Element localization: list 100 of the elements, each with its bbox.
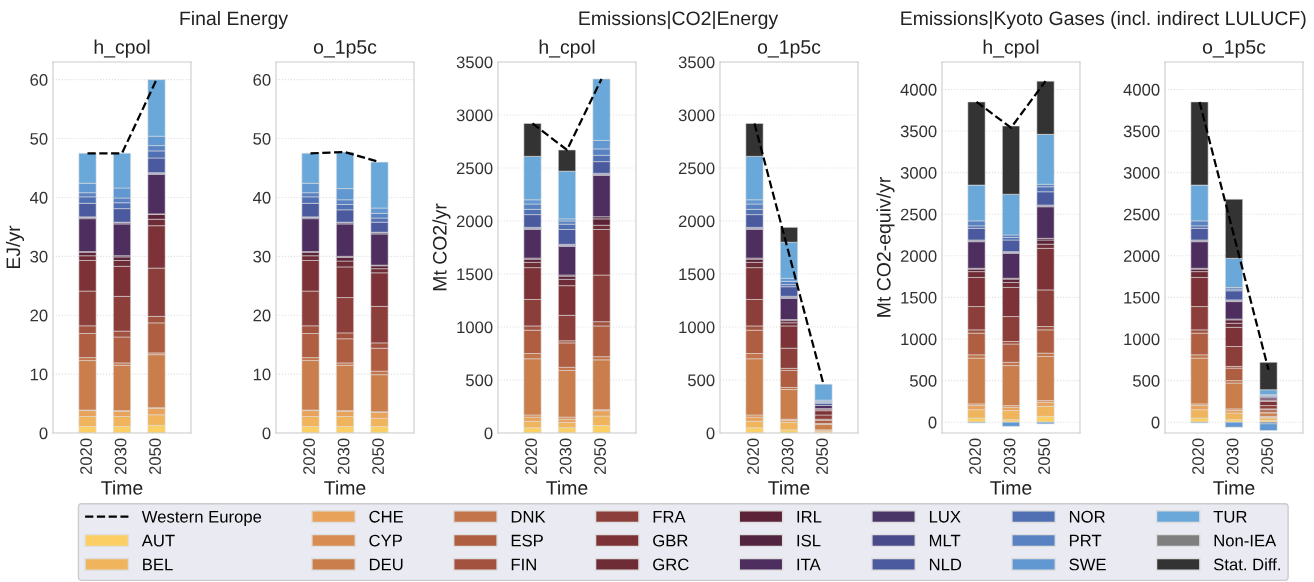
y-tick-label: 3500 — [1123, 125, 1160, 138]
x-tick-label: 2020 — [969, 438, 981, 475]
x-axis-title: Time — [101, 480, 143, 495]
y-tick-label: 2000 — [1123, 250, 1160, 263]
y-tick-label: 40 — [29, 191, 48, 204]
y-tick-label: 2000 — [456, 215, 493, 228]
legend-label: GRC — [653, 558, 689, 571]
y-axis-title: EJ/yr — [5, 225, 25, 269]
y-tick-label: 2500 — [1123, 208, 1160, 221]
legend-label: AUT — [141, 534, 175, 547]
y-tick-label: 2000 — [678, 215, 715, 228]
legend-label: FIN — [511, 558, 536, 571]
y-tick-label: 2500 — [900, 208, 937, 221]
y-tick-label: 0 — [928, 416, 937, 429]
y-tick-label: 2000 — [900, 250, 937, 263]
chart-title: o_1p5c — [313, 40, 377, 58]
legend-label: ISL — [797, 534, 821, 547]
y-tick-label: 0 — [706, 427, 715, 440]
chart-title: h_cpol — [539, 39, 595, 58]
y-tick-label: 3000 — [456, 109, 493, 122]
legend-label: BEL — [143, 558, 173, 571]
x-tick-label: 2030 — [114, 438, 127, 475]
y-tick-label: 3000 — [900, 167, 937, 179]
legend-label: NLD — [929, 558, 962, 571]
x-axis-title: Time — [324, 480, 366, 495]
legend-label: ESP — [511, 534, 543, 547]
y-tick-label: 3500 — [678, 56, 715, 69]
x-axis-title: Time — [768, 480, 810, 495]
y-tick-label: 0 — [262, 427, 271, 440]
y-tick-label: 50 — [253, 132, 271, 145]
y-tick-label: 2500 — [456, 162, 493, 175]
x-tick-label: 2020 — [303, 438, 315, 475]
x-tick-label: 2030 — [559, 438, 572, 475]
legend-label: Western Europe — [141, 511, 262, 526]
y-tick-label: 500 — [688, 374, 715, 387]
legend-label: CHE — [369, 510, 404, 523]
chart-title: h_cpol — [94, 39, 150, 58]
text: Final Energy — [180, 10, 289, 30]
y-tick-label: 3000 — [678, 109, 715, 122]
y-tick-label: 1500 — [901, 291, 937, 304]
legend-label: CYP — [369, 534, 402, 547]
x-tick-label: 2050 — [1261, 438, 1273, 475]
y-tick-label: 30 — [30, 250, 48, 263]
x-tick-label: 2030 — [1003, 438, 1016, 475]
y-tick-label: 50 — [30, 132, 48, 145]
x-tick-label: 2030 — [781, 438, 794, 475]
y-tick-label: 1000 — [457, 321, 493, 334]
y-tick-label: 1000 — [1124, 333, 1160, 346]
y-tick-label: 60 — [30, 74, 48, 86]
legend-label: TUR — [1213, 511, 1247, 523]
legend-label: ITA — [797, 558, 821, 571]
y-tick-label: 30 — [253, 250, 271, 263]
legend-label: GBR — [653, 534, 688, 547]
y-tick-label: 10 — [253, 368, 271, 381]
y-tick-label: 0 — [484, 427, 493, 440]
y-tick-label: 20 — [30, 309, 48, 322]
y-axis-title: Mt CO2/yr — [432, 203, 451, 291]
legend-label: NOR — [1069, 510, 1105, 523]
x-axis-title: Time — [1213, 480, 1255, 495]
x-axis-title: Time — [990, 480, 1032, 495]
y-tick-label: 20 — [253, 309, 271, 322]
y-tick-label: 2500 — [678, 162, 715, 175]
legend-label: MLT — [929, 534, 961, 547]
text: Emissions|Kyoto Gases (incl. indirect LULUCF) — [901, 10, 1306, 30]
y-tick-label: 3500 — [456, 56, 493, 69]
x-axis-title: Time — [546, 480, 588, 495]
legend-label: PRT — [1069, 534, 1102, 547]
y-tick-label: 4000 — [900, 83, 937, 96]
x-tick-label: 2050 — [1038, 438, 1050, 475]
y-tick-label: 1500 — [1124, 291, 1160, 304]
y-tick-label: 1000 — [679, 321, 715, 334]
legend-label: SWE — [1069, 558, 1106, 571]
y-tick-label: 500 — [466, 374, 493, 387]
x-tick-label: 2050 — [372, 438, 384, 475]
y-tick-label: 3500 — [900, 125, 937, 138]
y-tick-label: 1000 — [901, 333, 937, 346]
x-tick-label: 2030 — [337, 438, 350, 475]
legend-label: DEU — [369, 558, 403, 571]
y-tick-label: 60 — [253, 74, 271, 86]
y-tick-label: 500 — [910, 375, 937, 387]
y-tick-label: 500 — [1133, 375, 1160, 387]
legend-label: FRA — [653, 511, 686, 523]
y-tick-label: 0 — [39, 427, 48, 440]
x-tick-label: 2020 — [80, 438, 92, 475]
y-tick-label: 1500 — [679, 268, 715, 281]
legend-label: Stat. Diff. — [1213, 558, 1280, 571]
x-tick-label: 2050 — [149, 438, 161, 475]
chart-title: o_1p5c — [757, 40, 821, 58]
legend-label: LUX — [929, 511, 961, 523]
x-tick-label: 2050 — [594, 438, 606, 475]
y-tick-label: 1500 — [457, 268, 493, 281]
x-tick-label: 2020 — [525, 438, 537, 475]
x-tick-label: 2030 — [1226, 438, 1239, 475]
x-tick-label: 2050 — [816, 438, 828, 475]
y-tick-label: 0 — [1151, 416, 1160, 429]
legend-label: DNK — [511, 511, 546, 523]
chart-title: o_1p5c — [1202, 40, 1266, 58]
legend-label: Non-IEA — [1214, 534, 1277, 547]
y-tick-label: 3000 — [1123, 167, 1160, 179]
y-tick-label: 10 — [30, 368, 48, 381]
